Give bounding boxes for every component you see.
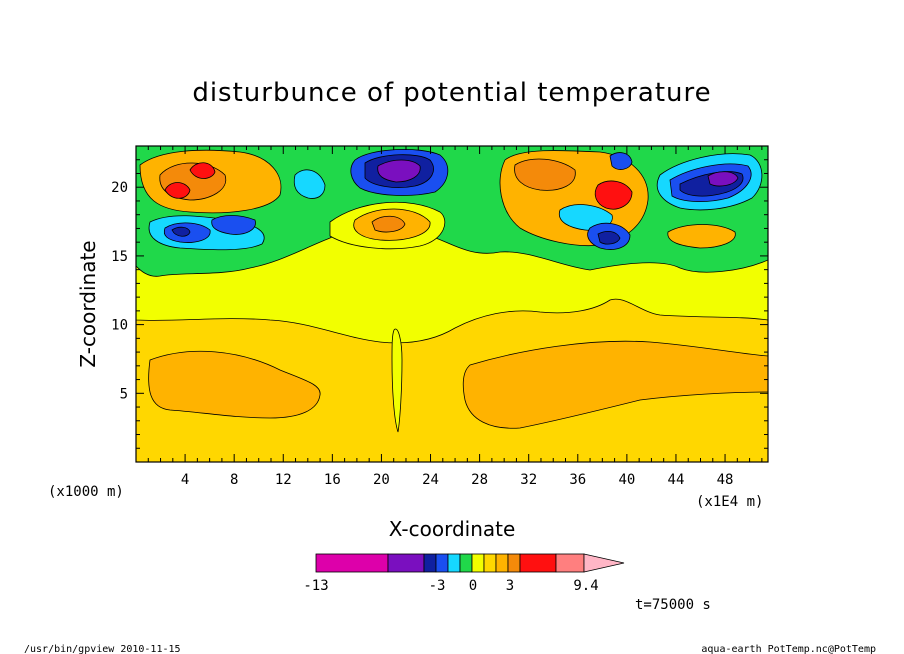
x-tick-label: 48 xyxy=(717,472,734,488)
footer-left: /usr/bin/gpview 2010-11-15 xyxy=(24,644,181,654)
z-unit-label: (x1000 m) xyxy=(48,484,124,500)
colorbar-arrow xyxy=(583,553,625,573)
field-cyan-small xyxy=(293,169,326,199)
field-blue-right-2 xyxy=(609,152,633,170)
field-purple-center xyxy=(377,159,421,183)
colorbar-swatch xyxy=(447,553,461,573)
field-orange-right xyxy=(462,340,768,429)
x-unit-label: (x1E4 m) xyxy=(696,494,763,510)
colorbar-swatch xyxy=(495,553,509,573)
field-red-cell-2 xyxy=(189,162,216,179)
time-label: t=75000 s xyxy=(635,597,711,613)
field-darkorange-lens xyxy=(371,215,406,233)
field-blue-left-2 xyxy=(211,215,256,235)
colorbar-tick-label: 3 xyxy=(506,578,514,594)
x-tick-label: 8 xyxy=(230,472,238,488)
colorbar-tick-label: 9.4 xyxy=(573,578,598,594)
x-tick-label: 12 xyxy=(275,472,292,488)
y-tick-label: 5 xyxy=(120,386,128,402)
field-navy-left xyxy=(171,226,191,237)
colorbar-swatch xyxy=(555,553,585,573)
colorbar-swatch xyxy=(315,553,389,573)
field-red-cell-1 xyxy=(164,182,191,199)
colorbar-swatch xyxy=(471,553,485,573)
colorbar-swatch xyxy=(507,553,521,573)
x-tick-label: 16 xyxy=(324,472,341,488)
field-darkorange-right xyxy=(514,158,576,191)
colorbar-swatch xyxy=(435,553,449,573)
x-tick-label: 32 xyxy=(520,472,537,488)
x-tick-label: 36 xyxy=(569,472,586,488)
y-tick-label: 15 xyxy=(111,249,128,265)
colorbar-swatch xyxy=(519,553,557,573)
plot-frame xyxy=(135,145,769,463)
y-tick-label: 10 xyxy=(111,318,128,334)
colorbar-swatch xyxy=(387,553,425,573)
colorbar-tick-label: -3 xyxy=(429,578,446,594)
colorbar-swatch xyxy=(423,553,437,573)
chart-title: disturbunce of potential temperature xyxy=(192,78,711,108)
field-orange-left xyxy=(148,350,321,419)
colorbar-swatch xyxy=(483,553,497,573)
field-navy-right xyxy=(597,230,621,245)
y-tick-label: 20 xyxy=(111,180,128,196)
x-tick-label: 4 xyxy=(181,472,189,488)
x-axis-label: X-coordinate xyxy=(389,517,516,541)
x-tick-label: 20 xyxy=(373,472,390,488)
x-tick-label: 44 xyxy=(668,472,685,488)
field-streak xyxy=(391,328,403,433)
footer-right: aqua-earth_PotTemp.nc@PotTemp xyxy=(701,644,876,654)
x-tick-label: 28 xyxy=(471,472,488,488)
field-purple-far-right xyxy=(707,171,739,187)
field-red-right xyxy=(594,180,633,210)
colorbar-swatch xyxy=(459,553,473,573)
x-tick-label: 40 xyxy=(618,472,635,488)
y-axis: 5 10 15 20 xyxy=(111,159,768,449)
x-tick-label: 24 xyxy=(422,472,439,488)
colorbar-tick-label: -13 xyxy=(303,578,328,594)
colorbar: -13 -3 0 3 9.4 xyxy=(303,553,625,594)
x-axis: 4 8 12 16 20 24 28 32 36 40 44 48 xyxy=(147,146,763,488)
contour-field xyxy=(136,146,768,462)
field-orange-far-right xyxy=(667,224,736,249)
y-axis-label: Z-coordinate xyxy=(76,240,100,367)
colorbar-tick-label: 0 xyxy=(469,578,477,594)
